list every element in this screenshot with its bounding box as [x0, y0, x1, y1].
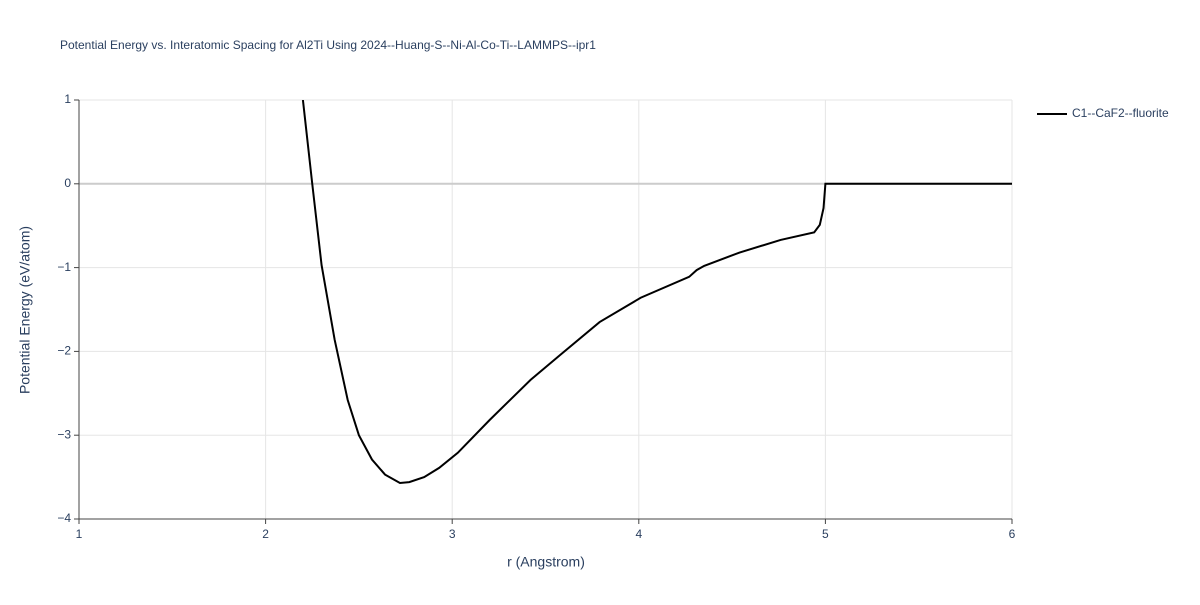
x-tick-label: 1 [76, 527, 83, 541]
legend: C1--CaF2--fluorite [1037, 106, 1169, 120]
chart-title: Potential Energy vs. Interatomic Spacing… [60, 38, 596, 52]
x-tick-label: 3 [449, 527, 456, 541]
y-axis-label: Potential Energy (eV/atom) [17, 226, 33, 394]
y-tick-label: −4 [57, 511, 71, 525]
y-tick-label: 0 [64, 176, 71, 190]
line-series [301, 100, 1012, 484]
x-axis-label: r (Angstrom) [507, 554, 585, 570]
y-tick-label: −2 [57, 344, 71, 358]
y-tick-label: −3 [57, 427, 71, 441]
x-tick-label: 2 [262, 527, 269, 541]
y-tick-label: 1 [64, 92, 71, 106]
grid [78, 99, 1013, 520]
legend-label: C1--CaF2--fluorite [1072, 106, 1169, 120]
x-tick-label: 4 [635, 527, 642, 541]
x-tick-label: 5 [822, 527, 829, 541]
plot-area [301, 100, 1012, 484]
y-tick-label: −1 [57, 260, 71, 274]
x-tick-label: 6 [1009, 527, 1016, 541]
